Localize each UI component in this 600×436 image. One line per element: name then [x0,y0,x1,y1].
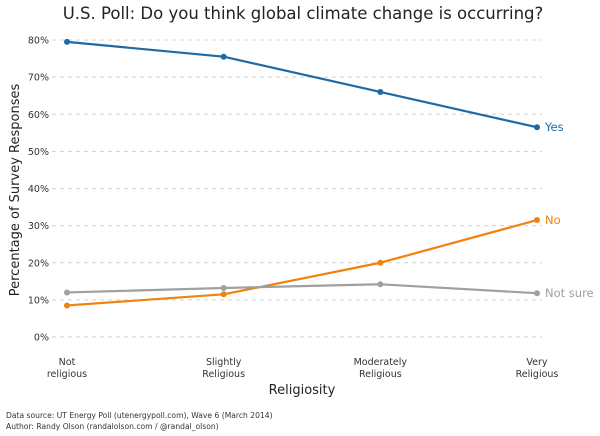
x-tick-label: religious [47,369,87,380]
x-tick-label: Not [59,357,76,368]
footer-line-source: Data source: UT Energy Poll (utenergypol… [6,411,273,420]
y-tick-label: 60% [28,110,49,121]
x-tick-label: Religious [202,369,245,380]
x-axis-label: Religiosity [269,383,336,398]
series-no: No [64,213,561,309]
grid-lines [52,39,542,338]
data-point [220,53,227,60]
y-tick-label: 80% [28,36,49,47]
data-point [220,284,227,291]
x-tick-label: Moderately [354,357,408,368]
data-point [377,88,384,95]
x-tick-label: Religious [516,369,559,380]
x-tick-label: Very [526,357,548,368]
data-point [220,291,227,298]
series-end-label: No [545,213,561,227]
y-tick-label: 10% [28,295,49,306]
data-point [377,259,384,266]
y-tick-label: 50% [28,147,49,158]
series-not-sure: Not sure [64,281,594,300]
data-point [534,124,540,131]
y-tick-label: 40% [28,184,49,195]
chart-title: U.S. Poll: Do you think global climate c… [63,4,544,23]
x-tick-label: Religious [359,369,402,380]
series-end-label: Not sure [545,286,594,300]
data-point [64,38,70,45]
y-axis-label: Percentage of Survey Responses [8,84,23,297]
series-end-label: Yes [544,120,564,134]
data-point [377,281,384,288]
y-tick-label: 20% [28,258,49,269]
data-point [64,289,70,296]
series-line [66,283,538,295]
y-tick-label: 70% [28,73,49,84]
series-lines: Yes No Not sure [64,38,594,309]
y-axis-ticks: 0% 10% 20% 30% 40% 50% 60% 70% 80% [28,36,49,344]
data-point [534,217,540,224]
data-point [534,290,540,297]
y-tick-label: 30% [28,221,49,232]
series-line [66,40,538,129]
footer-line-author: Author: Randy Olson (randalolson.com / @… [6,422,219,431]
x-axis-ticks: NotreligiousSlightlyReligiousModeratelyR… [47,357,559,380]
x-tick-label: Slightly [206,357,242,368]
data-point [64,302,70,309]
y-tick-label: 0% [34,333,49,344]
series-line [66,218,538,307]
series-yes: Yes [64,38,564,134]
